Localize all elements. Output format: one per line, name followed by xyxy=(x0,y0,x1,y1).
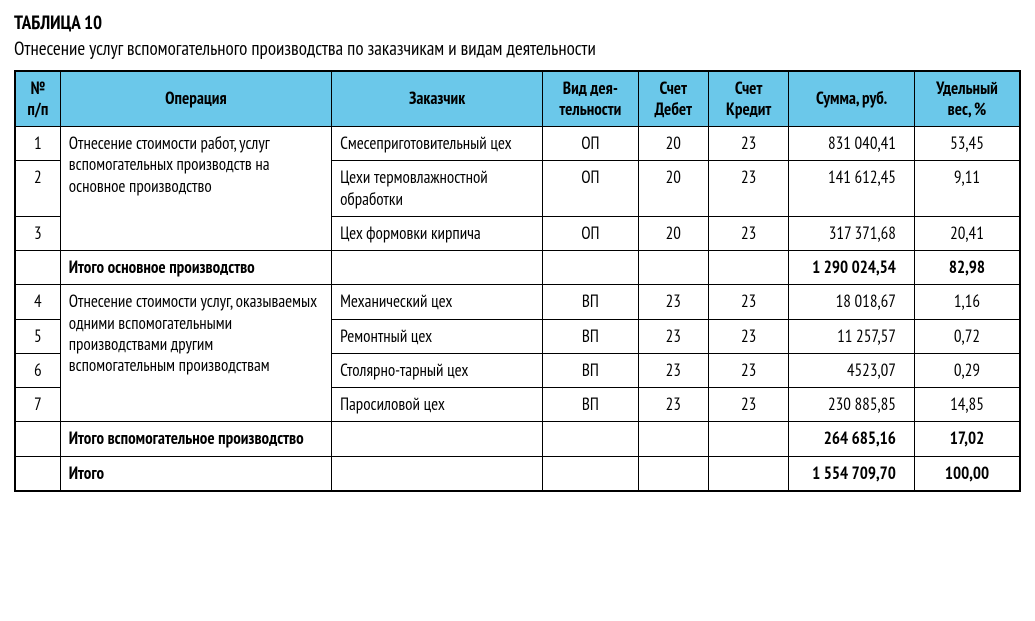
col-header-wt: Удельный вес, % xyxy=(914,71,1020,127)
grand-total-label: Итого xyxy=(60,456,331,491)
grand-total-row: Итого 1 554 709,70 100,00 xyxy=(15,456,1020,491)
subtotal-row: Итого основное производство 1 290 024,54… xyxy=(15,251,1020,285)
subtotal-row: Итого вспомогательное производство 264 6… xyxy=(15,422,1020,456)
cell-customer: Смесеприготовительный цех xyxy=(332,127,543,161)
cell-weight: 100,00 xyxy=(914,456,1020,491)
cell-sum: 4523,07 xyxy=(789,353,915,387)
col-header-num: № п/п xyxy=(15,71,60,127)
cell-num: 7 xyxy=(15,388,60,422)
cell-activity: ОП xyxy=(543,161,638,217)
cell-num: 4 xyxy=(15,285,60,319)
col-header-deb: Счет Дебет xyxy=(638,71,708,127)
cell-activity xyxy=(543,251,638,285)
cell-weight: 53,45 xyxy=(914,127,1020,161)
cell-debit: 20 xyxy=(638,161,708,217)
cell-num: 2 xyxy=(15,161,60,217)
cell-debit: 20 xyxy=(638,216,708,250)
cell-customer: Механический цех xyxy=(332,285,543,319)
cell-num: 3 xyxy=(15,216,60,250)
col-header-act: Вид дея­тельности xyxy=(543,71,638,127)
allocation-table: № п/п Операция Заказчик Вид дея­тельност… xyxy=(14,70,1021,492)
cell-credit: 23 xyxy=(708,216,788,250)
cell-credit: 23 xyxy=(708,388,788,422)
cell-num xyxy=(15,456,60,491)
table-caption: Отнесение услуг вспомогательного произво… xyxy=(14,38,1021,62)
cell-activity: ОП xyxy=(543,216,638,250)
cell-num: 1 xyxy=(15,127,60,161)
table-number: ТАБЛИЦА 10 xyxy=(14,12,1021,36)
cell-debit: 20 xyxy=(638,127,708,161)
cell-customer: Цехи термовлажностной обработки xyxy=(332,161,543,217)
cell-num xyxy=(15,251,60,285)
cell-operation: Отнесение стоимости работ, услуг вспомог… xyxy=(60,127,331,251)
cell-weight: 17,02 xyxy=(914,422,1020,456)
cell-debit xyxy=(638,422,708,456)
cell-customer xyxy=(332,456,543,491)
cell-sum: 230 885,85 xyxy=(789,388,915,422)
cell-weight: 0,72 xyxy=(914,319,1020,353)
cell-sum: 317 371,68 xyxy=(789,216,915,250)
cell-weight: 1,16 xyxy=(914,285,1020,319)
cell-customer xyxy=(332,422,543,456)
cell-sum: 11 257,57 xyxy=(789,319,915,353)
col-header-cust: Заказчик xyxy=(332,71,543,127)
cell-credit: 23 xyxy=(708,161,788,217)
cell-weight: 0,29 xyxy=(914,353,1020,387)
cell-weight: 9,11 xyxy=(914,161,1020,217)
cell-credit: 23 xyxy=(708,319,788,353)
cell-num xyxy=(15,422,60,456)
cell-credit xyxy=(708,456,788,491)
cell-weight: 20,41 xyxy=(914,216,1020,250)
cell-customer xyxy=(332,251,543,285)
cell-credit xyxy=(708,251,788,285)
col-header-sum: Сумма, руб. xyxy=(789,71,915,127)
cell-sum: 831 040,41 xyxy=(789,127,915,161)
cell-weight: 82,98 xyxy=(914,251,1020,285)
cell-customer: Паросиловой цех xyxy=(332,388,543,422)
cell-operation: Отнесение стоимости услуг, оказываемых о… xyxy=(60,285,331,422)
col-header-op: Операция xyxy=(60,71,331,127)
cell-credit: 23 xyxy=(708,127,788,161)
table-row: 1 Отнесение стоимости работ, услуг вспом… xyxy=(15,127,1020,161)
cell-credit: 23 xyxy=(708,285,788,319)
subtotal-label: Итого основное производство xyxy=(60,251,331,285)
cell-debit: 23 xyxy=(638,388,708,422)
cell-num: 6 xyxy=(15,353,60,387)
cell-customer: Ремонтный цех xyxy=(332,319,543,353)
subtotal-label: Итого вспомогательное производство xyxy=(60,422,331,456)
cell-activity: ОП xyxy=(543,127,638,161)
cell-sum: 1 554 709,70 xyxy=(789,456,915,491)
cell-activity xyxy=(543,422,638,456)
cell-activity: ВП xyxy=(543,353,638,387)
cell-sum: 141 612,45 xyxy=(789,161,915,217)
cell-activity xyxy=(543,456,638,491)
cell-debit: 23 xyxy=(638,319,708,353)
table-row: 4 Отнесение стоимости услуг, оказываемых… xyxy=(15,285,1020,319)
cell-activity: ВП xyxy=(543,319,638,353)
cell-customer: Столярно-тарный цех xyxy=(332,353,543,387)
cell-debit xyxy=(638,456,708,491)
cell-debit: 23 xyxy=(638,285,708,319)
cell-sum: 18 018,67 xyxy=(789,285,915,319)
cell-credit xyxy=(708,422,788,456)
cell-sum: 264 685,16 xyxy=(789,422,915,456)
cell-customer: Цех формовки кирпича xyxy=(332,216,543,250)
cell-debit: 23 xyxy=(638,353,708,387)
cell-activity: ВП xyxy=(543,388,638,422)
col-header-cred: Счет Кредит xyxy=(708,71,788,127)
cell-sum: 1 290 024,54 xyxy=(789,251,915,285)
cell-activity: ВП xyxy=(543,285,638,319)
cell-weight: 14,85 xyxy=(914,388,1020,422)
cell-num: 5 xyxy=(15,319,60,353)
cell-credit: 23 xyxy=(708,353,788,387)
cell-debit xyxy=(638,251,708,285)
header-row: № п/п Операция Заказчик Вид дея­тельност… xyxy=(15,71,1020,127)
